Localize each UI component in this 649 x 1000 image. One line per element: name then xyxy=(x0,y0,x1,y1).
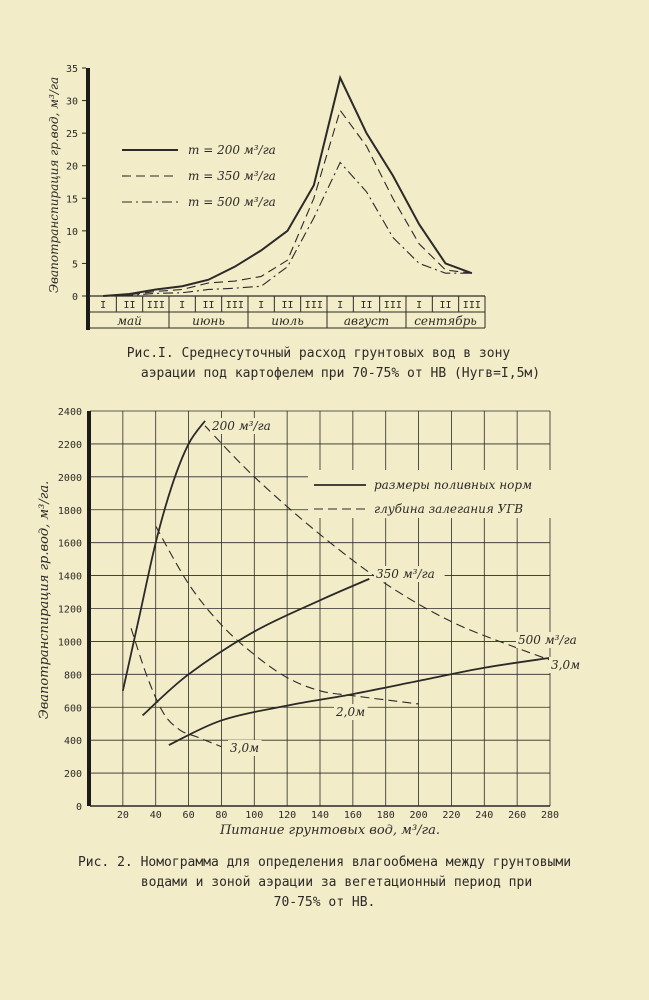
annotation-background xyxy=(374,566,445,582)
depth-curve xyxy=(130,628,222,748)
curve-annotation: 3,0м xyxy=(230,741,259,755)
legend-background xyxy=(308,470,558,518)
y-tick-label: 800 xyxy=(64,670,82,681)
norm-curve xyxy=(121,420,206,691)
x-tick-label: 60 xyxy=(183,810,195,821)
y-axis-bar xyxy=(86,68,90,330)
y-tick-label: 0 xyxy=(72,292,78,303)
y-axis-label: Эвапотранспирация гр.вод, м³/га xyxy=(47,77,61,293)
month-label: июль xyxy=(271,314,303,328)
x-tick-label: 260 xyxy=(508,810,526,821)
x-tick-label: 220 xyxy=(442,810,460,821)
curve-annotation: 2,0м xyxy=(335,705,365,719)
month-label: июнь xyxy=(192,314,225,328)
y-tick-label: 10 xyxy=(66,227,78,238)
y-tick-label: 1000 xyxy=(58,637,82,648)
y-tick-label: 1800 xyxy=(58,506,82,517)
legend-label: m = 200 м³/га xyxy=(188,143,276,157)
annotation-background xyxy=(210,418,281,434)
series-line xyxy=(103,74,473,297)
y-tick-label: 600 xyxy=(64,703,82,714)
x-tick-label: 280 xyxy=(541,810,559,821)
y-tick-label: 25 xyxy=(66,129,78,140)
decade-label: III xyxy=(305,300,323,311)
y-tick-label: 2200 xyxy=(58,440,82,451)
depth-curve xyxy=(155,525,419,705)
y-tick-label: 15 xyxy=(66,194,78,205)
y-tick-label: 5 xyxy=(72,259,78,270)
caption-line: Рис. 2. Номограмма для определения влаго… xyxy=(77,855,572,870)
month-label: август xyxy=(344,314,389,328)
y-axis-bar xyxy=(87,411,91,806)
annotation-background xyxy=(516,632,587,648)
curve-annotation: 350 м³/га xyxy=(376,567,435,581)
caption-line: Рис.I. Среднесуточный расход грунтовых в… xyxy=(126,346,511,361)
depth-curve xyxy=(204,425,559,664)
x-tick-label: 80 xyxy=(215,810,227,821)
figure-1-caption: Рис.I. Среднесуточный расход грунтовых в… xyxy=(0,344,649,384)
decade-label: I xyxy=(100,300,106,311)
decade-label: I xyxy=(258,300,264,311)
decade-label: II xyxy=(281,300,293,311)
legend-label: m = 500 м³/га xyxy=(188,195,276,209)
series-line xyxy=(103,161,472,297)
y-tick-label: 0 xyxy=(76,802,82,813)
decade-label: III xyxy=(384,300,402,311)
norm-curve xyxy=(168,656,551,746)
annotation-background xyxy=(334,704,368,720)
curve-annotation: 200 м³/га xyxy=(211,419,271,433)
caption-line: водами и зоной аэрации за вегетационный … xyxy=(140,875,533,890)
legend-label: глубина залегания УГВ xyxy=(374,502,523,516)
legend-label: размеры поливных норм xyxy=(374,478,532,492)
x-tick-label: 200 xyxy=(410,810,428,821)
curve-annotation: 3,0м xyxy=(551,658,580,672)
decade-label: III xyxy=(463,300,481,311)
caption-line: аэрации под картофелем при 70-75% от НВ … xyxy=(140,366,541,381)
annotation-background xyxy=(228,740,262,756)
decade-label: II xyxy=(202,300,214,311)
y-tick-label: 1200 xyxy=(58,605,82,616)
x-tick-label: 180 xyxy=(377,810,395,821)
caption-line: 70-75% от НВ. xyxy=(273,895,376,910)
x-axis-label: Питание грунтовых вод, м³/га. xyxy=(219,823,440,838)
x-tick-label: 160 xyxy=(344,810,362,821)
month-label: сентябрь xyxy=(414,314,477,328)
legend-label: m = 350 м³/га xyxy=(188,169,276,183)
x-tick-label: 40 xyxy=(150,810,162,821)
figure-2-caption: Рис. 2. Номограмма для определения влаго… xyxy=(0,853,649,913)
decade-label: II xyxy=(439,300,451,311)
y-tick-label: 1600 xyxy=(58,539,82,550)
x-tick-label: 120 xyxy=(278,810,296,821)
decade-label: III xyxy=(147,300,165,311)
y-tick-label: 400 xyxy=(64,736,82,747)
curve-annotation: 500 м³/га xyxy=(518,633,577,647)
decade-label: II xyxy=(123,300,135,311)
y-tick-label: 2400 xyxy=(58,407,82,418)
norm-curve xyxy=(141,578,370,717)
y-tick-label: 2000 xyxy=(58,473,82,484)
y-tick-label: 1400 xyxy=(58,572,82,583)
y-tick-label: 20 xyxy=(66,162,78,173)
x-tick-label: 140 xyxy=(311,810,329,821)
y-tick-label: 200 xyxy=(64,769,82,780)
decade-label: I xyxy=(337,300,343,311)
y-tick-label: 35 xyxy=(66,64,78,75)
annotation-background xyxy=(549,657,583,673)
decade-label: II xyxy=(360,300,372,311)
decade-label: III xyxy=(226,300,244,311)
y-tick-label: 30 xyxy=(66,97,78,108)
decade-label: I xyxy=(179,300,185,311)
decade-label: I xyxy=(416,300,422,311)
x-tick-label: 100 xyxy=(245,810,263,821)
x-tick-label: 20 xyxy=(117,810,129,821)
month-label: май xyxy=(117,314,142,328)
y-axis-label: Эвапотранспирация гр.вод, м³/га. xyxy=(37,481,52,719)
series-line xyxy=(103,109,472,297)
x-tick-label: 240 xyxy=(475,810,493,821)
